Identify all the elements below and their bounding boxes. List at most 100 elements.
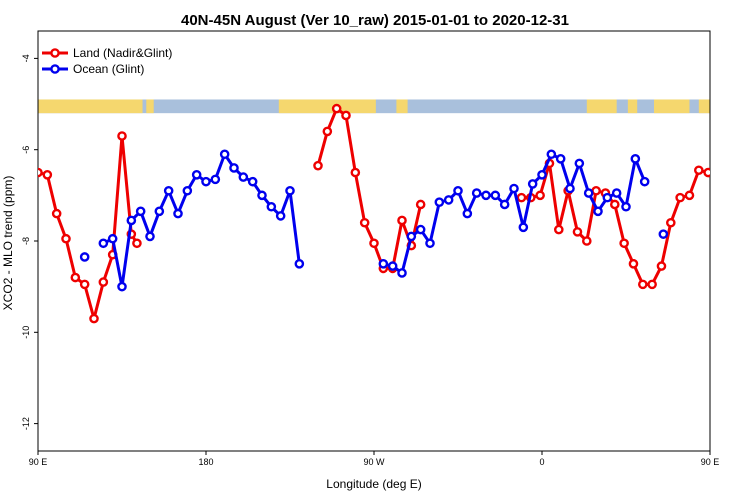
ocean-data-point xyxy=(471,188,482,198)
ocean-data-point xyxy=(453,185,463,196)
x-tick-label: 90 E xyxy=(29,457,48,467)
ocean-data-point xyxy=(275,211,286,221)
x-tick-label: 180 xyxy=(198,457,213,467)
land-data-point xyxy=(535,190,545,201)
land-band-segment xyxy=(586,99,617,114)
ocean-data-point xyxy=(565,183,575,194)
land-band-segment xyxy=(698,99,710,114)
land-data-point xyxy=(733,235,740,242)
land-band-segment xyxy=(627,99,638,114)
land-data-point xyxy=(397,215,407,226)
ocean-data-point xyxy=(639,176,650,187)
land-data-point xyxy=(38,167,43,178)
land-data-point xyxy=(516,192,527,203)
land-data-point xyxy=(723,210,730,217)
ocean-data-point xyxy=(509,183,519,194)
ocean-data-point xyxy=(247,176,258,187)
ocean-data-point xyxy=(79,252,90,262)
land-series-line xyxy=(38,134,139,321)
land-data-point xyxy=(331,103,342,114)
ocean-data-point xyxy=(490,190,501,201)
land-data-point xyxy=(647,279,657,290)
ocean-data-point xyxy=(257,190,267,201)
ocean-data-point xyxy=(658,229,669,239)
land-data-point xyxy=(79,279,90,290)
land-data-point xyxy=(70,272,81,283)
land-band-segment xyxy=(278,99,376,114)
land-data-point xyxy=(51,208,62,219)
ocean-data-point xyxy=(201,176,211,187)
land-data-point xyxy=(714,171,721,178)
land-data-point xyxy=(638,279,648,290)
ocean-data-point xyxy=(182,185,193,196)
land-data-point xyxy=(628,259,639,269)
land-data-point xyxy=(415,199,426,210)
y-axis: -12 -10 -8 -6 -4 xyxy=(21,54,38,430)
y-tick-label: -12 xyxy=(21,417,31,430)
ocean-data-point xyxy=(406,231,417,242)
ocean-data-point xyxy=(527,179,538,189)
legend: Land (Nadir&Glint) Ocean (Glint) xyxy=(42,46,172,76)
ocean-data-point xyxy=(537,170,547,180)
ocean-data-point xyxy=(481,190,491,201)
land-data-point xyxy=(341,110,351,121)
land-data-point xyxy=(666,217,676,228)
ocean-data-point xyxy=(266,201,277,212)
land-sea-band xyxy=(38,99,710,114)
ocean-data-point xyxy=(387,261,398,271)
land-data-point xyxy=(572,227,583,237)
legend-label-ocean: Ocean (Glint) xyxy=(73,62,144,76)
y-tick-label: -4 xyxy=(21,54,31,62)
ocean-data-point xyxy=(415,224,426,235)
y-tick-label: -8 xyxy=(21,237,31,245)
x-axis: 90 E 180 90 W 0 90 E xyxy=(29,451,719,467)
ocean-data-point xyxy=(219,149,230,160)
land-band-segment xyxy=(146,99,154,114)
land-data-point xyxy=(98,277,109,287)
ocean-data-point xyxy=(98,238,109,249)
land-data-point xyxy=(350,167,361,178)
ocean-data-point xyxy=(117,281,127,292)
ocean-data-point xyxy=(425,238,435,249)
ocean-data-point xyxy=(378,259,389,269)
land-series-line xyxy=(316,107,423,270)
ocean-data-point xyxy=(546,149,557,160)
ocean-data-point xyxy=(154,206,165,217)
land-data-point xyxy=(322,126,333,137)
land-data-point xyxy=(554,224,564,235)
land-data-point xyxy=(694,165,704,176)
ocean-data-point xyxy=(518,222,529,233)
ocean-data-point xyxy=(744,253,750,260)
ocean-data-point xyxy=(602,192,613,203)
land-data-point xyxy=(117,131,127,141)
ocean-series-line xyxy=(382,152,647,275)
legend-marker-land xyxy=(50,48,60,58)
ocean-series-line xyxy=(102,152,301,289)
y-axis-label: XCO2 - MLO trend (ppm) xyxy=(1,176,15,311)
x-tick-label: 0 xyxy=(539,457,544,467)
ocean-data-point xyxy=(163,185,174,196)
ocean-data-point xyxy=(611,188,622,198)
land-data-point xyxy=(313,160,323,171)
ocean-data-point xyxy=(583,188,594,198)
ocean-data-point xyxy=(173,208,183,219)
ocean-data-point xyxy=(397,268,407,278)
ocean-data-point xyxy=(238,172,249,182)
land-data-point xyxy=(61,233,71,244)
legend-marker-ocean xyxy=(50,64,60,74)
legend-label-land: Land (Nadir&Glint) xyxy=(73,46,172,60)
ocean-data-point xyxy=(210,174,221,185)
ocean-data-point xyxy=(126,215,137,226)
land-data-point xyxy=(703,167,710,178)
ocean-data-point xyxy=(499,199,510,210)
ocean-data-point xyxy=(107,233,118,244)
ocean-data-point xyxy=(621,201,631,212)
land-data-point xyxy=(369,238,379,249)
x-axis-label: Longitude (deg E) xyxy=(326,477,421,491)
ocean-data-point xyxy=(135,206,146,217)
ocean-data-point xyxy=(294,259,305,269)
ocean-data-point xyxy=(555,154,566,164)
land-data-point xyxy=(42,170,53,180)
land-data-point xyxy=(684,190,695,201)
ocean-data-point xyxy=(593,206,603,217)
